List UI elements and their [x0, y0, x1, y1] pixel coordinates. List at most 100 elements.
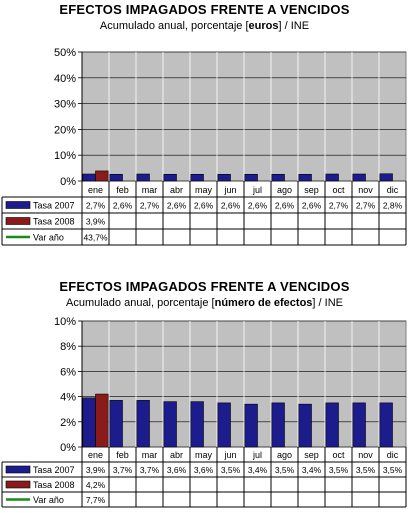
y-tick-label: 40% [54, 73, 76, 85]
chart-panel-numero-efectos: EFECTOS IMPAGADOS FRENTE A VENCIDOS Acum… [0, 276, 409, 513]
y-tick-label: 2% [60, 417, 76, 429]
data-label: 2,7% [140, 201, 160, 211]
subtitle-unit: número de efectos [214, 297, 313, 309]
data-label: 2,6% [194, 201, 214, 211]
chart-title: EFECTOS IMPAGADOS FRENTE A VENCIDOS [59, 279, 350, 294]
legend-series-name: Tasa 2007 [33, 465, 75, 475]
bar-tasa-2007 [271, 402, 285, 448]
x-tick-label: nov [358, 450, 373, 460]
x-tick-label: may [195, 450, 213, 460]
chart-subtitle: Acumulado anual, porcentaje [número de e… [0, 297, 409, 309]
chart-panel-euros: EFECTOS IMPAGADOS FRENTE A VENCIDOS Acum… [0, 2, 409, 246]
x-tick-label: oct [332, 185, 345, 195]
data-label: 43,7% [83, 233, 108, 243]
x-tick-label: abr [170, 450, 183, 460]
bar-tasa-2007 [163, 173, 177, 182]
data-label: 3,6% [194, 465, 214, 475]
y-tick-label: 0% [60, 176, 76, 188]
bar-chart-euros: 0% 10% 20% 30% 40% 50% ene feb mar abr may jun jul ag… [1, 47, 407, 246]
legend-color-key [5, 217, 31, 225]
data-label: 2,6% [275, 201, 295, 211]
data-label: 3,5% [383, 465, 403, 475]
x-tick-label: sep [304, 450, 319, 460]
bar-tasa-2007 [244, 403, 258, 448]
legend-color-key [5, 480, 31, 489]
subtitle-suffix: ] / INE [278, 20, 310, 32]
legend-series-name: Var año [33, 233, 64, 243]
x-tick-label: oct [332, 450, 345, 460]
subtitle-unit: euros [248, 20, 279, 32]
x-tick-label: jun [223, 185, 236, 195]
data-label: 2,6% [302, 201, 322, 211]
data-label: 4,2% [86, 480, 106, 490]
bar-tasa-2008 [95, 170, 109, 182]
x-tick-label: may [195, 185, 213, 195]
subtitle-prefix: Acumulado anual, porcentaje [ [66, 297, 215, 309]
bar-tasa-2007 [271, 173, 285, 182]
bar-tasa-2007 [82, 173, 96, 182]
data-label: 3,4% [302, 465, 322, 475]
bar-tasa-2007 [379, 402, 393, 448]
x-tick-label: ago [277, 185, 292, 195]
data-label: 2,6% [221, 201, 241, 211]
bar-tasa-2007 [190, 173, 204, 182]
bar-tasa-2007 [190, 401, 204, 448]
x-tick-label: feb [116, 450, 129, 460]
legend-color-key [5, 201, 31, 209]
data-label: 3,7% [140, 465, 160, 475]
bar-tasa-2007 [298, 403, 312, 448]
bar-tasa-2007 [109, 173, 123, 182]
legend-series-name: Tasa 2008 [33, 217, 75, 227]
data-label: 2,6% [248, 201, 268, 211]
chart-title: EFECTOS IMPAGADOS FRENTE A VENCIDOS [59, 2, 350, 17]
bar-chart-numero-efectos: 0% 2% 4% 6% 8% 10% ene feb mar abr may jun jul ago sep… [1, 316, 407, 508]
x-tick-label: mar [142, 185, 158, 195]
x-tick-label: sep [304, 185, 319, 195]
legend-series-name: Tasa 2007 [33, 201, 75, 211]
data-label: 7,7% [86, 495, 106, 505]
y-tick-label: 30% [54, 99, 76, 111]
y-tick-label: 10% [54, 316, 76, 328]
bar-tasa-2007 [217, 402, 231, 448]
data-label: 3,4% [248, 465, 268, 475]
bar-tasa-2007 [163, 401, 177, 448]
data-label: 3,9% [86, 217, 106, 227]
y-tick-label: 10% [54, 150, 76, 162]
chart-subtitle: Acumulado anual, porcentaje [euros] / IN… [0, 20, 409, 32]
bar-tasa-2007 [325, 173, 339, 182]
bar-tasa-2007 [136, 400, 150, 448]
data-label: 2,6% [113, 201, 133, 211]
data-label: 2,7% [329, 201, 349, 211]
data-label: 2,6% [167, 201, 187, 211]
x-tick-label: dic [387, 185, 399, 195]
x-tick-label: abr [170, 185, 183, 195]
bar-tasa-2007 [352, 402, 366, 448]
bar-tasa-2007 [244, 173, 258, 182]
x-tick-label: mar [142, 450, 158, 460]
y-tick-label: 8% [60, 341, 76, 353]
x-tick-label: jul [252, 450, 262, 460]
y-tick-label: 6% [60, 366, 76, 378]
legend-series-name: Var año [33, 495, 64, 505]
bar-tasa-2007 [217, 173, 231, 182]
data-label: 3,6% [167, 465, 187, 475]
y-tick-label: 50% [54, 47, 76, 59]
data-label: 2,7% [86, 201, 106, 211]
bar-tasa-2007 [352, 173, 366, 182]
data-label: 3,5% [329, 465, 349, 475]
bar-tasa-2007 [379, 173, 393, 182]
x-tick-label: feb [116, 185, 129, 195]
x-tick-label: jul [252, 185, 262, 195]
data-label: 3,9% [86, 465, 106, 475]
x-tick-label: ene [88, 185, 103, 195]
x-tick-label: jun [223, 450, 236, 460]
bar-tasa-2007 [298, 173, 312, 182]
x-tick-label: nov [358, 185, 373, 195]
legend-color-key [5, 465, 31, 474]
x-tick-label: dic [387, 450, 399, 460]
legend-series-name: Tasa 2008 [33, 480, 75, 490]
x-tick-label: ago [277, 450, 292, 460]
x-tick-label: ene [88, 450, 103, 460]
y-tick-label: 20% [54, 124, 76, 136]
bar-tasa-2007 [82, 397, 96, 448]
